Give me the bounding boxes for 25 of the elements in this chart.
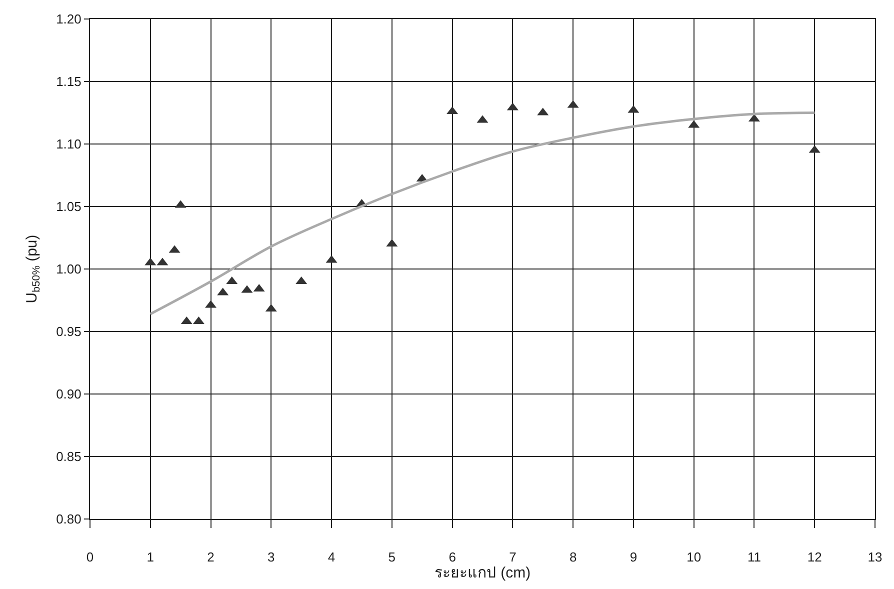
x-tick-label: 5 [388,550,396,565]
x-tick-label: 8 [569,550,577,565]
x-tick-label: 1 [146,550,154,565]
x-tick-label: 6 [448,550,456,565]
x-tick-label: 4 [328,550,336,565]
x-tick-label: 9 [630,550,638,565]
y-tick-label: 0.95 [56,324,82,340]
y-tick-label: 1.05 [56,199,82,214]
y-tick-label: 1.20 [56,12,82,27]
y-tick-label: 1.15 [56,74,82,90]
x-axis-title: ระยะแกป (cm) [434,564,531,582]
line-series [149,112,816,316]
y-tick-label: 0.80 [56,512,82,527]
x-tick-label: 3 [268,550,275,565]
x-tick-label: 12 [807,550,822,565]
x-tick-label: 7 [509,550,516,565]
x-tick-label: 0 [86,550,94,565]
x-tick-label: 2 [207,550,214,565]
y-tick-label: 0.90 [56,386,82,402]
x-tick-label: 10 [686,550,702,565]
y-tick-label: 0.85 [56,449,82,464]
y-tick-label: 1.00 [56,262,82,277]
y-tick-label: 1.10 [56,136,82,152]
x-tick-label: 11 [747,550,761,565]
x-tick-label: 13 [868,550,882,565]
